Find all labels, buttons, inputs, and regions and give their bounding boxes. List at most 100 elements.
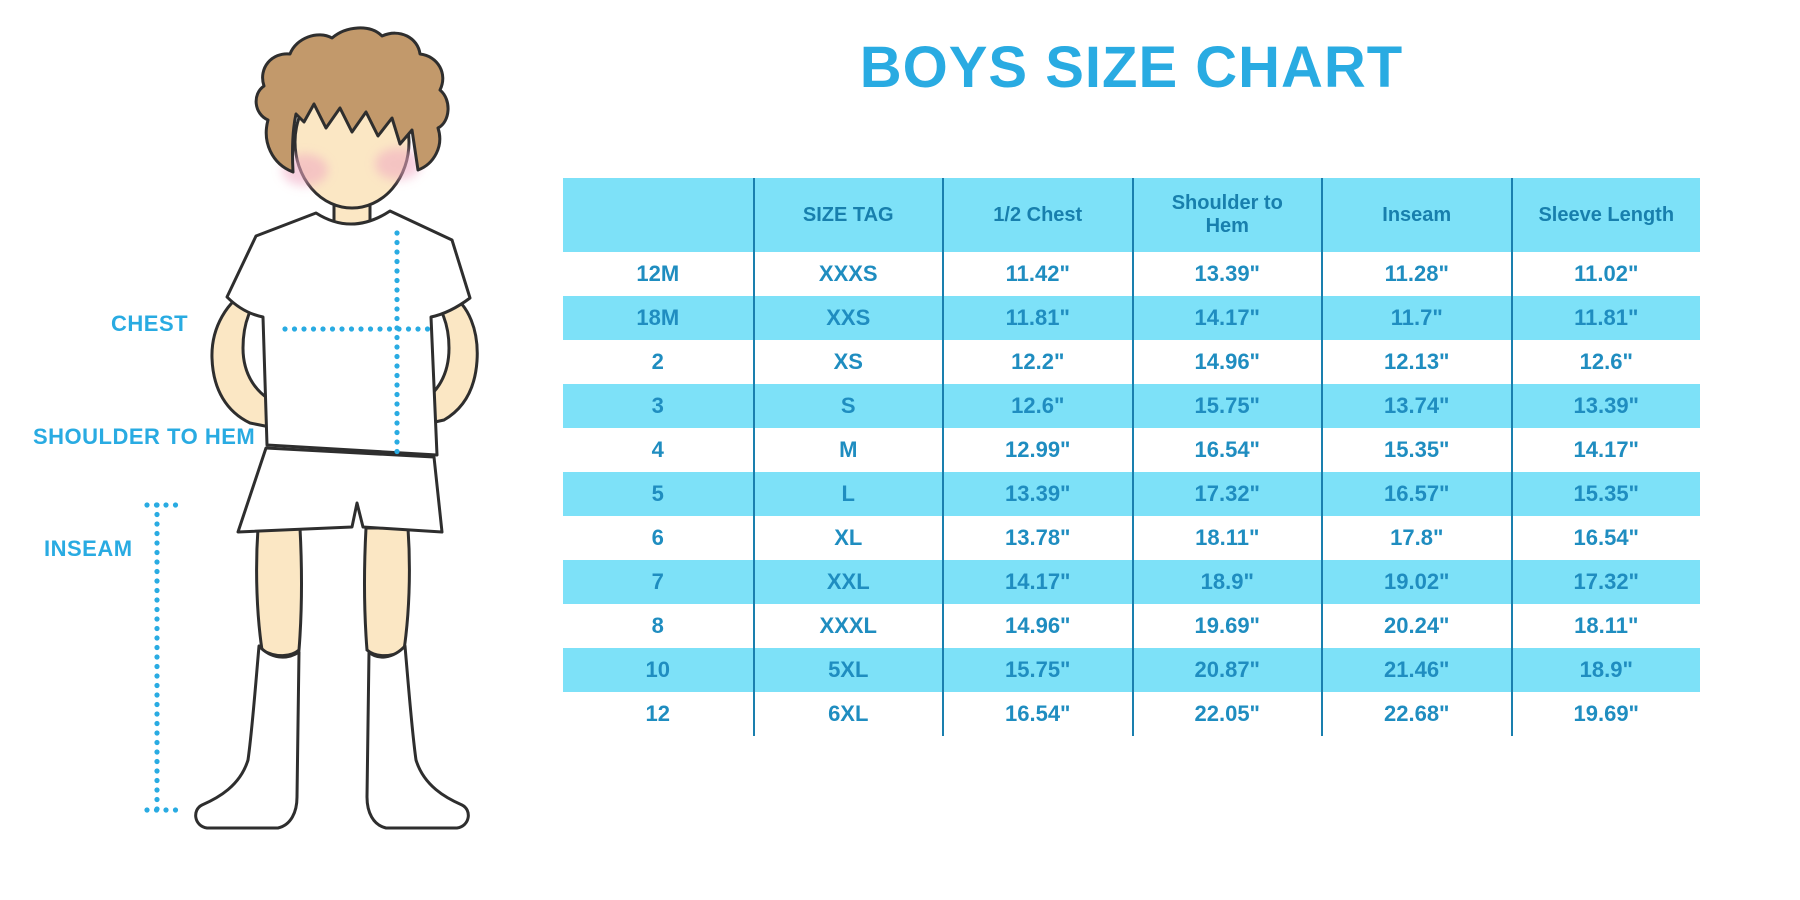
table-cell: 13.39" [1131,252,1322,296]
table-cell: 14.96" [1131,340,1322,384]
table-row: 10 5XL 15.75" 20.87" 21.46" 18.9" [563,648,1700,692]
row-size-label: 12M [636,261,680,286]
table-cell: 15.75" [1131,384,1322,428]
table-cell: 13.74" [1321,384,1511,428]
header-cell-half-chest: 1/2 Chest [942,178,1132,252]
boy-illustration [144,26,479,830]
page-title: BOYS SIZE CHART [859,35,1404,100]
table-cell: 12.6" [1510,340,1701,384]
row-size-label: 7 [651,569,664,594]
table-cell: XXL [752,560,943,604]
hair [254,26,450,174]
table-row: 5 L 13.39" 17.32" 16.57" 15.35" [563,472,1700,516]
table-cell: 16.54" [1510,516,1701,560]
size-table: SIZE TAG 1/2 Chest Shoulder to Hem Insea… [563,178,1700,736]
table-cell: 15.35" [1510,472,1701,516]
table-cell: 12.6" [942,384,1132,428]
table-cell: 17.8" [1321,516,1511,560]
table-cell: 6XL [752,692,943,736]
table-cell: 11.7" [1321,296,1511,340]
table-cell: 19.02" [1321,560,1511,604]
table-cell: 19.69" [1510,692,1701,736]
table-cell: 14.17" [1510,428,1701,472]
table-row: 4 M 12.99" 16.54" 15.35" 14.17" [563,428,1700,472]
table-cell: 22.68" [1321,692,1511,736]
table-cell: 11.28" [1321,252,1511,296]
row-size-label: 18M [636,305,680,330]
table-cell: 18.11" [1510,604,1701,648]
header-cell-size-tag: SIZE TAG [752,178,943,252]
table-cell: 22.05" [1131,692,1322,736]
shorts [236,446,444,534]
table-cell: 17.32" [1131,472,1322,516]
table-cell: 17.32" [1510,560,1701,604]
row-size-label: 10 [645,657,670,682]
table-row: 12 6XL 16.54" 22.05" 22.68" 19.69" [563,692,1700,736]
table-body: 12M XXXS 11.42" 13.39" 11.28" 11.02" 18M XXS 11.… [563,252,1700,736]
table-cell: 13.39" [942,472,1132,516]
table-cell: 16.57" [1321,472,1511,516]
table-cell: 16.54" [1131,428,1322,472]
t-shirt [225,209,472,457]
table-header-row: SIZE TAG 1/2 Chest Shoulder to Hem Insea… [563,178,1700,252]
table-cell: 13.78" [942,516,1132,560]
right-leg [363,526,411,658]
table-row: 8 XXXL 14.96" 19.69" 20.24" 18.11" [563,604,1700,648]
table-cell: XS [752,340,943,384]
table-cell: 16.54" [942,692,1132,736]
table-row: 2 XS 12.2" 14.96" 12.13" 12.6" [563,340,1700,384]
table-cell: 11.42" [942,252,1132,296]
table-cell: 14.17" [942,560,1132,604]
table-cell: 20.24" [1321,604,1511,648]
table-cell: XXXS [752,252,943,296]
right-sock [365,644,470,830]
table-cell: 14.17" [1131,296,1322,340]
shoulder-to-hem-label: SHOULDER TO HEM [33,424,256,449]
table-row: 6 XL 13.78" 18.11" 17.8" 16.54" [563,516,1700,560]
table-cell: 12.99" [942,428,1132,472]
header-cell-sleeve-length: Sleeve Length [1510,178,1701,252]
table-cell: 18.9" [1510,648,1701,692]
left-sock [194,644,301,830]
row-size-label: 4 [651,437,664,462]
table-cell: 14.96" [942,604,1132,648]
row-size-label: 6 [651,525,664,550]
left-leg [255,526,303,658]
table-cell: 15.35" [1321,428,1511,472]
table-cell: 21.46" [1321,648,1511,692]
inseam-label: INSEAM [44,536,133,561]
header-cell-inseam: Inseam [1321,178,1511,252]
table-cell: 15.75" [942,648,1132,692]
table-cell: M [752,428,943,472]
table-row: 7 XXL 14.17" 18.9" 19.02" 17.32" [563,560,1700,604]
table-cell: XXS [752,296,943,340]
row-size-label: 2 [651,349,664,374]
header-cell-blank [563,178,753,252]
table-row: 12M XXXS 11.42" 13.39" 11.28" 11.02" [563,252,1700,296]
table-cell: XXXL [752,604,943,648]
table-cell: 18.9" [1131,560,1322,604]
table-cell: 12.2" [942,340,1132,384]
table-cell: 11.81" [1510,296,1701,340]
table-cell: 13.39" [1510,384,1701,428]
table-cell: XL [752,516,943,560]
table-cell: 12.13" [1321,340,1511,384]
row-size-label: 8 [651,613,664,638]
table-cell: 5XL [752,648,943,692]
table-cell: L [752,472,943,516]
chest-label: CHEST [111,311,189,336]
table-row: 3 S 12.6" 15.75" 13.74" 13.39" [563,384,1700,428]
table-cell: S [752,384,943,428]
row-size-label: 3 [651,393,664,418]
table-cell: 20.87" [1131,648,1322,692]
table-cell: 11.81" [942,296,1132,340]
header-cell-shoulder-hem: Shoulder to Hem [1131,178,1322,252]
table-cell: 18.11" [1131,516,1322,560]
measurement-lines [144,230,431,813]
row-size-label: 5 [651,481,664,506]
table-cell: 19.69" [1131,604,1322,648]
table-cell: 11.02" [1510,252,1701,296]
table-row: 18M XXS 11.81" 14.17" 11.7" 11.81" [563,296,1700,340]
row-size-label: 12 [645,701,670,726]
